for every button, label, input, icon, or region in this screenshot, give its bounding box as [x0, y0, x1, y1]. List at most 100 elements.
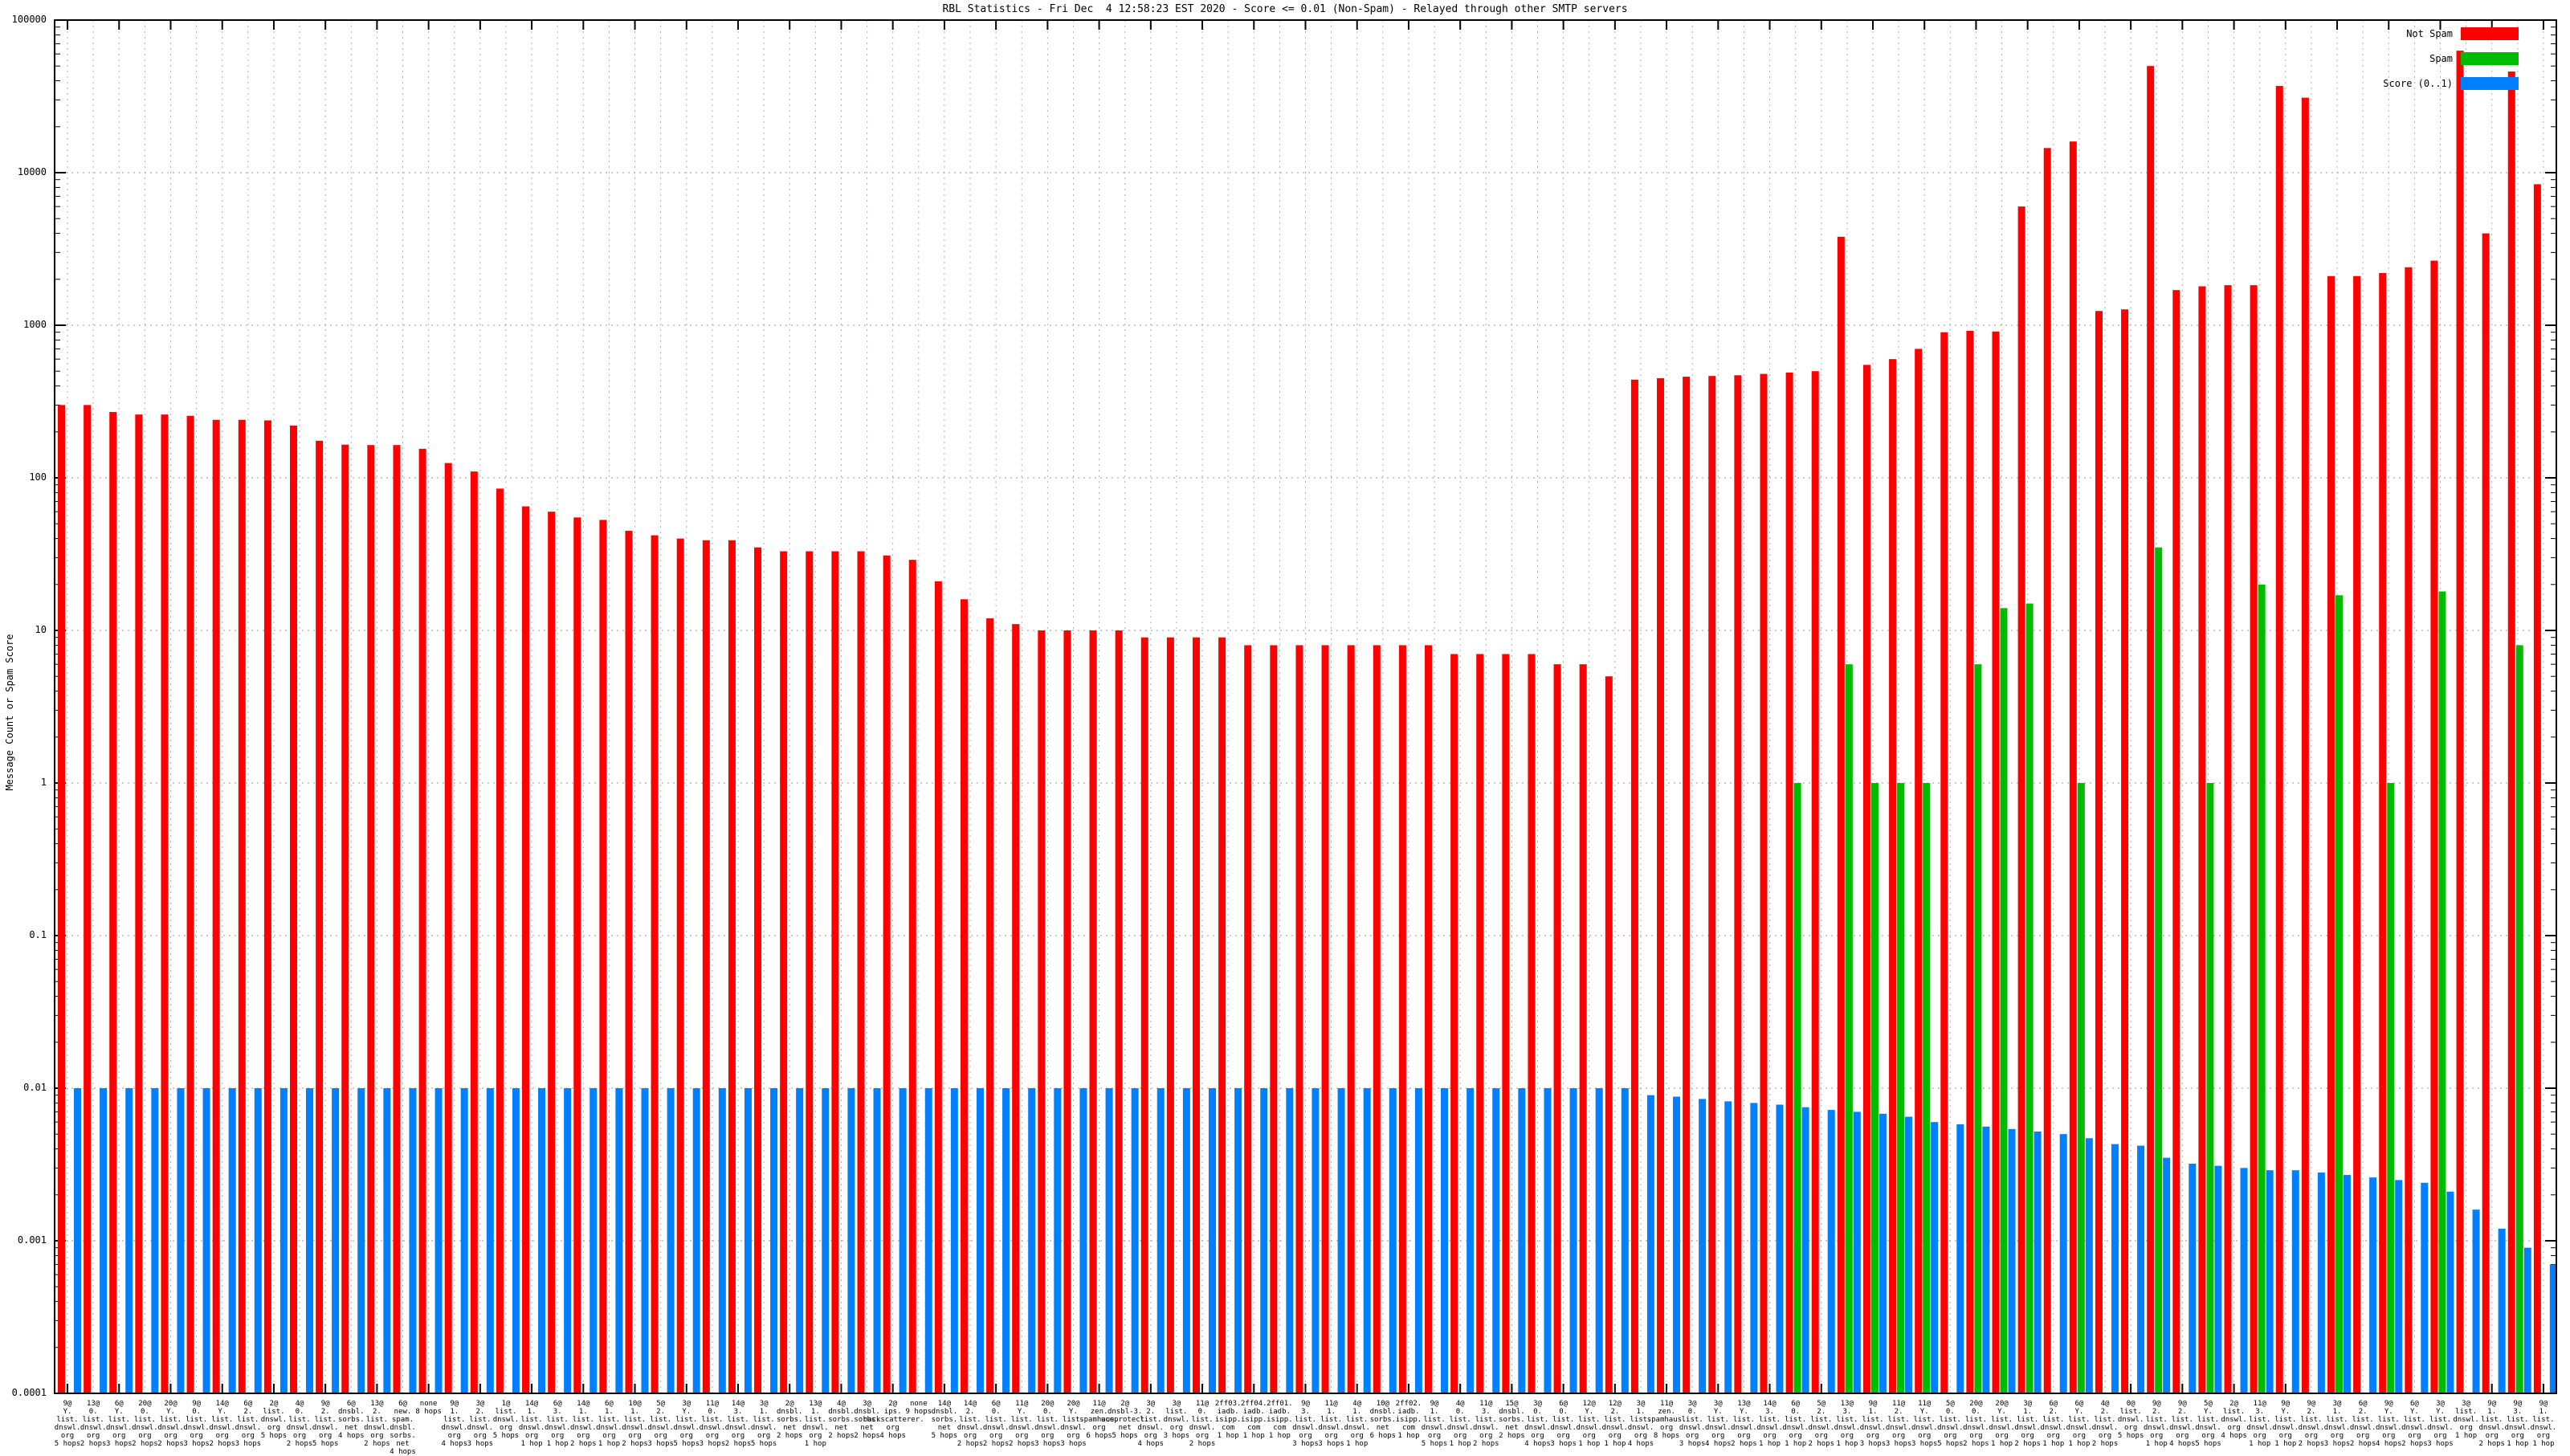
bar-not-spam — [1579, 664, 1587, 1393]
bar-not-spam — [2533, 184, 2541, 1393]
x-tick-label: 9@ 1. list. dnswl. org 5 hops — [1421, 1400, 1448, 1448]
bar-not-spam — [2147, 66, 2155, 1394]
x-tick-label: 10@ 1. list. dnswl. org 2 hops — [622, 1400, 648, 1448]
bar-score — [1544, 1088, 1552, 1393]
bar-not-spam — [1657, 377, 1665, 1393]
x-tick-label: 4@ 2. list. dnswl. org 2 hops — [2091, 1400, 2119, 1448]
bar-score — [1441, 1088, 1449, 1393]
bar-not-spam — [1244, 645, 1252, 1393]
x-tick-label: 9@ Y. list. dnswl. org 5 hops — [54, 1400, 81, 1448]
x-tick-label: none 8 hops — [415, 1400, 442, 1416]
bar-not-spam — [960, 599, 968, 1393]
x-tick-label: 14@ 3. list. dnswl. org 1 hop — [1756, 1400, 1783, 1448]
bar-not-spam — [2353, 275, 2361, 1393]
x-tick-label: 9@ Y. list. dnswl. org 4 hops — [2375, 1400, 2402, 1448]
x-tick-label: 11@ 3. list. dnswl. org 2 hops — [1473, 1400, 1499, 1448]
bar-score — [2085, 1138, 2093, 1393]
bar-score — [924, 1088, 932, 1393]
x-tick-label: 9@ 2. list. dnswl. org 1 hop — [2143, 1400, 2170, 1448]
bar-not-spam — [857, 551, 865, 1393]
bar-not-spam — [1398, 645, 1406, 1393]
x-tick-label: 20@ 0. list. dnswl. org 3 hops — [1034, 1400, 1061, 1448]
x-tick-label: 20@ Y. list. dnswl. org 1 hop — [1989, 1400, 2015, 1448]
bar-not-spam — [934, 581, 942, 1393]
bar-not-spam — [1502, 654, 1510, 1393]
x-tick-label: 20@ 0. list. dnswl. org 2 hops — [1963, 1400, 1989, 1448]
bar-not-spam — [1605, 676, 1613, 1393]
x-tick-label: 5@ Y. list. dnswl. org 5 hops — [2195, 1400, 2221, 1448]
bar-score — [1931, 1122, 1939, 1393]
bar-score — [1002, 1088, 1010, 1393]
x-tick-label: 12@ Y. list. dnswl. org 1 hop — [1576, 1400, 1602, 1448]
bar-not-spam — [2198, 286, 2206, 1393]
bar-score — [1363, 1088, 1371, 1393]
bar-not-spam — [2482, 233, 2490, 1393]
bar-spam — [2438, 591, 2446, 1393]
bar-spam — [1793, 783, 1801, 1393]
bar-score — [2189, 1164, 2197, 1393]
bar-score — [2369, 1177, 2377, 1393]
bar-score — [1105, 1088, 1113, 1393]
legend-row-score: Score (0..1) — [2383, 71, 2519, 96]
bar-score — [279, 1088, 288, 1393]
bar-score — [202, 1088, 210, 1393]
x-tick-label: 15@ dnsbl. sorbs. net 2 hops — [1499, 1400, 1525, 1440]
x-tick-label: 20@ 0. list. dnswl. org 2 hops — [132, 1400, 158, 1448]
bar-not-spam — [1347, 645, 1355, 1393]
bar-score — [1853, 1111, 1861, 1393]
bar-not-spam — [341, 444, 349, 1394]
bar-not-spam — [1373, 645, 1381, 1393]
bar-spam — [2335, 595, 2343, 1393]
x-tick-label: 13@ 2. list. dnswl. org 2 hops — [364, 1400, 390, 1448]
bar-score — [744, 1088, 752, 1393]
bar-not-spam — [908, 560, 916, 1393]
bar-score — [74, 1088, 81, 1393]
legend-swatch-not-spam-icon — [2461, 27, 2519, 40]
bar-not-spam — [496, 488, 504, 1393]
x-tick-label: 6@ 0. list. dnswl. org 3 hops — [1550, 1400, 1577, 1448]
bar-not-spam — [367, 445, 375, 1393]
bar-score — [2395, 1180, 2403, 1393]
bar-not-spam — [1760, 373, 1768, 1393]
y-tick-label: 0.1 — [29, 929, 47, 940]
bar-not-spam — [1889, 359, 1897, 1394]
bar-not-spam — [522, 506, 530, 1394]
bar-score — [1208, 1088, 1216, 1393]
bar-not-spam — [393, 445, 401, 1393]
x-tick-label: 9@ 3. list. dnswl. org 1 hop — [2504, 1400, 2531, 1448]
x-tick-label: 11@ zen. spamhaus. org 8 hops — [1646, 1400, 1687, 1440]
x-tick-label: 3@ 2. list. dnswl. org 3 hops — [467, 1400, 494, 1448]
bar-not-spam — [470, 471, 478, 1393]
bar-score — [899, 1088, 907, 1393]
bar-score — [718, 1088, 726, 1393]
bar-not-spam — [1734, 375, 1742, 1394]
bar-score — [1492, 1088, 1500, 1393]
bar-spam — [2515, 645, 2523, 1393]
x-tick-label: 3@ list. dnswl. org 1 hop — [2453, 1400, 2479, 1440]
bar-not-spam — [2379, 272, 2387, 1393]
x-tick-label: 2@ ips. backscatterer. org 4 hops — [863, 1400, 924, 1440]
bar-not-spam — [1270, 645, 1278, 1393]
x-tick-label: 4@ 0. list. dnswl. org 1 hop — [1446, 1400, 1474, 1448]
bar-score — [2343, 1175, 2351, 1393]
bar-not-spam — [1038, 630, 1046, 1393]
bar-score — [1054, 1088, 1062, 1393]
bar-score — [1621, 1088, 1629, 1393]
bar-score — [1801, 1107, 1809, 1393]
bar-not-spam — [238, 419, 246, 1393]
bar-not-spam — [290, 425, 298, 1393]
bar-score — [1905, 1116, 1913, 1393]
bar-not-spam — [2327, 275, 2335, 1393]
bar-score — [2421, 1182, 2429, 1393]
chart-title: RBL Statistics - Fri Dec 4 12:58:23 EST … — [942, 3, 1628, 15]
bar-not-spam — [2017, 206, 2025, 1394]
x-tick-label: 3@ 2. list. dnswl. org 4 hops — [1137, 1400, 1165, 1448]
x-tick-label: 14@ Y. list. dnswl. org 2 hops — [209, 1400, 235, 1448]
bar-score — [2240, 1168, 2248, 1393]
bar-score — [1234, 1088, 1242, 1393]
x-tick-label: 6@ 0. list. dnswl. org 1 hop — [1782, 1400, 1809, 1448]
x-tick-label: 2@ list. dnswl. org 4 hops — [2221, 1400, 2247, 1440]
x-tick-label: 9@ 1. list. dnswl. org 1 hop — [2530, 1400, 2557, 1448]
bar-not-spam — [1140, 637, 1148, 1393]
